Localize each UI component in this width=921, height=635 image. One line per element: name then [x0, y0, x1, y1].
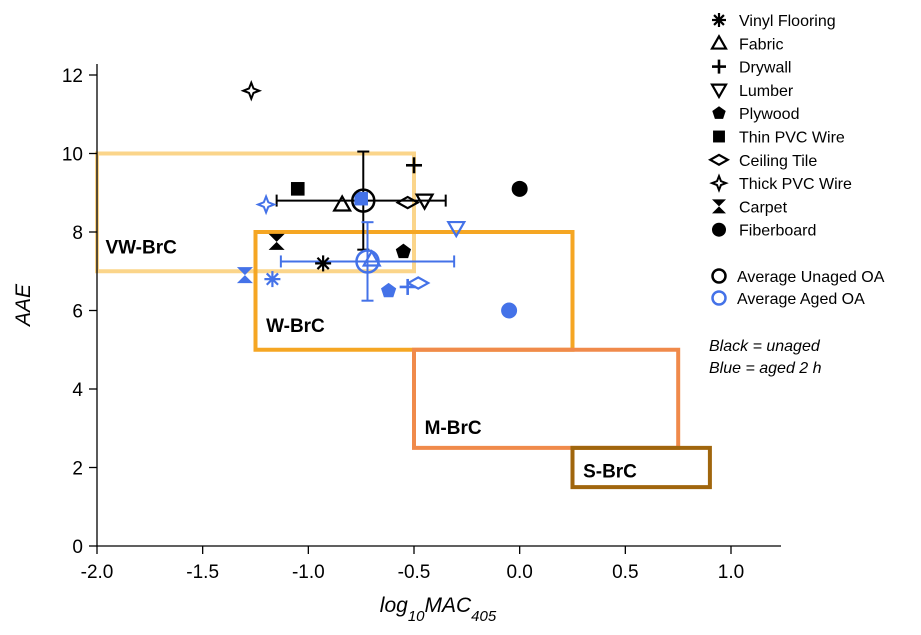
point-lumber-unaged [414, 193, 435, 211]
legend-marker-fabric [710, 34, 728, 50]
region-label-s-brc: S-BrC [583, 461, 637, 482]
y-tick-label: 4 [72, 380, 83, 401]
axes [96, 64, 781, 547]
legend-note-aged: Blue = aged 2 h [709, 360, 822, 377]
legend-marker-plywood [712, 106, 726, 119]
legend-marker-thick-pvc-wire [709, 173, 729, 193]
legend-label-plywood: Plywood [739, 106, 799, 123]
x-tick-label: -2.0 [81, 562, 114, 583]
region-label-vw-brc: VW-BrC [105, 238, 177, 259]
point-plywood-aged [381, 282, 397, 298]
legend-label-carpet: Carpet [739, 199, 788, 216]
x-axis-title-main: log [380, 594, 408, 617]
point-fiberboard-aged [501, 302, 518, 319]
point-ceiling-tile-unaged [395, 195, 420, 210]
legend-marker-ceiling-tile [707, 153, 731, 166]
point-vinyl-flooring-aged [264, 271, 281, 288]
point-carpet-aged [236, 267, 253, 284]
legend-label-thin-pvc-wire: Thin PVC Wire [739, 130, 845, 147]
y-tick-label: 2 [72, 459, 83, 480]
point-plywood-unaged [395, 243, 411, 259]
y-axis-title: AAE [12, 283, 35, 328]
x-tick-label: 1.0 [718, 562, 744, 583]
point-thick-pvc-wire-aged [255, 193, 277, 216]
x-tick-label: -1.5 [186, 562, 219, 583]
legend-marker-vinyl-flooring [712, 13, 726, 27]
legend-label-average-unaged-oa: Average Unaged OA [737, 269, 885, 286]
y-tick-label: 0 [72, 537, 83, 558]
x-axis-title-mid: MAC [425, 594, 473, 617]
legend-label-ceiling-tile: Ceiling Tile [739, 153, 817, 170]
legend-label-drywall: Drywall [739, 60, 791, 77]
point-ceiling-tile-aged [405, 276, 431, 290]
x-tick-label: -0.5 [398, 562, 431, 583]
point-drywall-unaged [406, 157, 422, 174]
point-fabric-unaged [332, 194, 353, 212]
legend: Vinyl Flooring Fabric Drywall Lumber Plywood… [707, 13, 885, 377]
point-fabric-aged [361, 249, 382, 267]
legend-label-lumber: Lumber [739, 83, 794, 100]
tick-layer: -2.0 -1.5 -1.0 -0.5 0.0 0.5 1.0 0 2 4 6 8 10 12 [62, 66, 744, 583]
point-thin-pvc-wire-aged [354, 191, 368, 206]
y-tick-label: 12 [62, 66, 83, 87]
x-axis-title-sub1: 10 [408, 608, 425, 625]
x-tick-label: 0.5 [612, 562, 638, 583]
legend-marker-thin-pvc-wire [713, 130, 725, 143]
y-tick-label: 8 [72, 223, 83, 244]
legend-marker-average-aged-oa [711, 290, 727, 306]
x-axis-title: log10MAC405 [380, 594, 497, 625]
x-tick-label: -1.0 [292, 562, 325, 583]
legend-marker-lumber [710, 83, 728, 100]
legend-marker-drywall [712, 59, 726, 74]
legend-marker-average-unaged-oa [711, 268, 727, 284]
legend-label-vinyl-flooring: Vinyl Flooring [739, 13, 836, 30]
region-layer: VW-BrC W-BrC M-BrC S-BrC [95, 151, 712, 490]
legend-label-average-aged-oa: Average Aged OA [737, 291, 865, 308]
y-tick-label: 10 [62, 145, 83, 166]
region-label-m-brc: M-BrC [425, 418, 482, 439]
point-fiberboard-unaged [511, 180, 528, 197]
region-s-brc [570, 445, 712, 490]
legend-note-unaged: Black = unaged [709, 338, 821, 355]
point-vinyl-flooring-unaged [315, 255, 332, 272]
point-average-aged-oa [355, 249, 380, 274]
x-tick-label: 0.0 [506, 562, 532, 583]
point-thick-pvc-wire-unaged [240, 79, 263, 102]
legend-label-thick-pvc-wire: Thick PVC Wire [739, 176, 852, 193]
point-lumber-aged [446, 220, 467, 239]
legend-marker-fiberboard [712, 222, 726, 237]
point-thin-pvc-wire-unaged [290, 182, 305, 196]
legend-label-fabric: Fabric [739, 36, 783, 53]
x-axis-title-sub2: 405 [471, 608, 497, 625]
error-bar-layer [275, 150, 456, 302]
point-carpet-unaged [268, 233, 285, 250]
legend-label-fiberboard: Fiberboard [739, 223, 816, 240]
y-tick-label: 6 [72, 302, 83, 323]
point-layer [236, 79, 528, 319]
legend-marker-carpet [712, 199, 726, 214]
point-average-unaged-oa [351, 188, 376, 213]
region-label-w-brc: W-BrC [266, 316, 325, 337]
